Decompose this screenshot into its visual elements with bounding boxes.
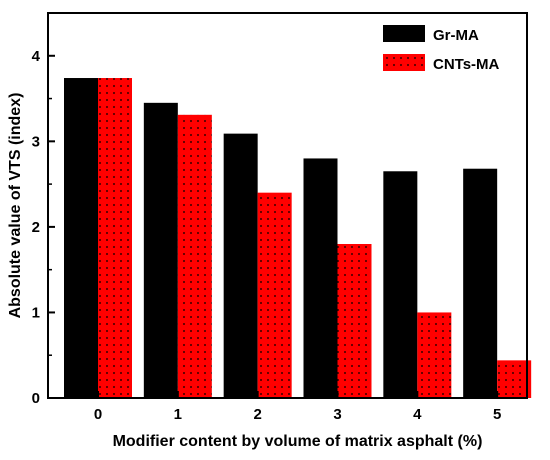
legend-label-gr-ma: Gr-MA (433, 27, 479, 44)
bar-gr-ma-4 (383, 171, 418, 398)
legend-label-cnts-ma: CNTs-MA (433, 56, 500, 73)
bar-gr-ma-0 (64, 78, 98, 399)
y-tick-label-4: 4 (32, 48, 41, 65)
y-axis-title: Absolute value of VTS (index) (7, 93, 24, 319)
bar-cnts-ma-3 (337, 244, 372, 398)
y-tick-label-1: 1 (32, 304, 40, 321)
bar-cnts-ma-1 (177, 114, 212, 399)
x-tick-label-1: 1 (174, 406, 182, 423)
legend-swatch-cnts-ma (383, 54, 425, 71)
axes-layer (47, 12, 528, 399)
bars-layer (64, 78, 532, 399)
ticks-layer: 0 1 2 3 4 0 1 2 3 4 5 (32, 48, 502, 423)
bar-gr-ma-5 (463, 168, 498, 398)
bar-gr-ma-1 (143, 102, 178, 398)
y-tick-label-0: 0 (32, 390, 40, 407)
bar-cnts-ma-0 (98, 78, 132, 399)
legend-swatch-gr-ma (383, 25, 425, 42)
x-tick-label-2: 2 (253, 406, 261, 423)
y-tick-label-3: 3 (32, 133, 40, 150)
bar-cnts-ma-5 (497, 360, 532, 398)
bar-gr-ma-2 (223, 133, 258, 398)
legend: Gr-MA CNTs-MA (383, 25, 500, 73)
x-tick-label-4: 4 (413, 406, 422, 423)
bar-cnts-ma-4 (417, 312, 452, 398)
bar-cnts-ma-2 (257, 192, 292, 398)
bar-gr-ma-3 (303, 158, 338, 398)
y-tick-label-2: 2 (32, 219, 40, 236)
x-axis-title: Modifier content by volume of matrix asp… (113, 433, 483, 450)
x-tick-label-3: 3 (333, 406, 341, 423)
x-tick-label-5: 5 (493, 406, 501, 423)
x-tick-label-0: 0 (94, 406, 102, 423)
plot-frame (47, 12, 528, 399)
